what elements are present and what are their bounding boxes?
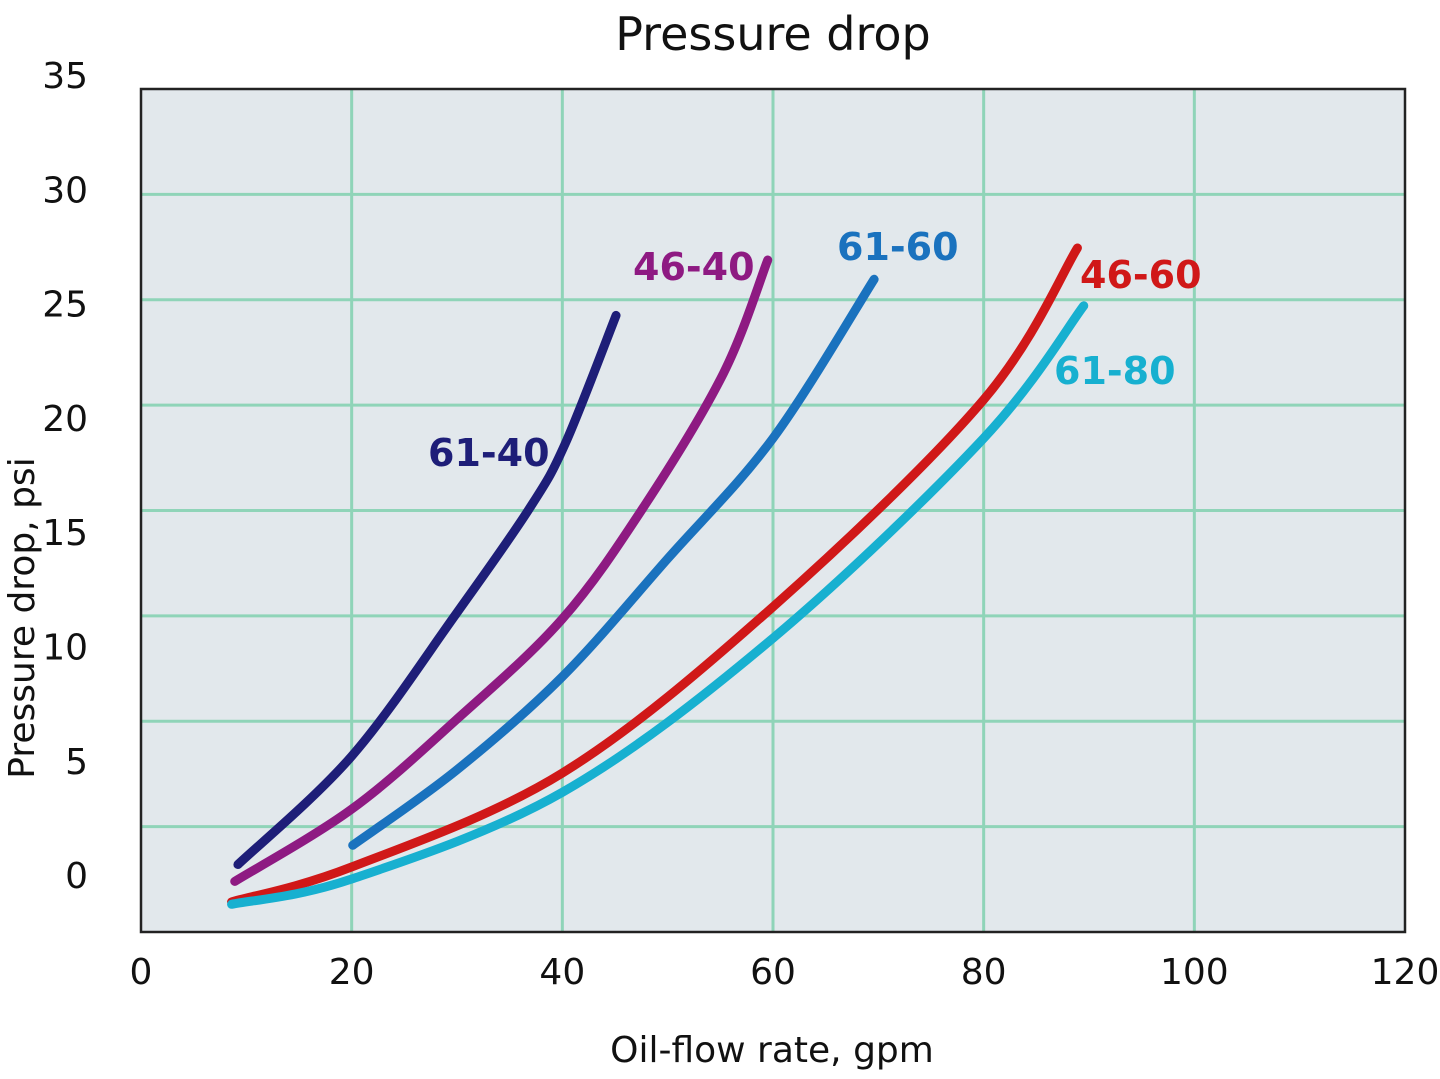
x-tick-label: 120 xyxy=(1371,952,1440,993)
y-tick-label: 25 xyxy=(42,285,88,326)
plot-frame xyxy=(139,87,1407,934)
x-tick-labels: 0 20 40 60 80 100 120 xyxy=(130,952,1440,993)
series-label-46-40: 46-40 xyxy=(633,245,755,289)
x-tick-label: 20 xyxy=(329,952,375,993)
series-line-46-40 xyxy=(230,255,773,886)
series-label-61-80: 61-80 xyxy=(1054,349,1176,393)
series-line-46-60 xyxy=(227,243,1082,907)
series-label-61-40: 61-40 xyxy=(428,431,550,475)
grid-lines xyxy=(141,89,1405,932)
y-axis-label: Pressure drop, psi xyxy=(2,457,43,778)
y-tick-label: 10 xyxy=(42,628,88,669)
y-tick-labels: 35 30 25 20 15 10 5 0 xyxy=(42,56,88,897)
series-line-61-60 xyxy=(348,274,879,850)
y-tick-label: 30 xyxy=(42,170,88,211)
chart-title: Pressure drop xyxy=(615,7,931,61)
series-label-46-60: 46-60 xyxy=(1080,253,1202,297)
y-tick-label: 35 xyxy=(42,56,88,97)
y-tick-label: 15 xyxy=(42,513,88,554)
series-line-61-80 xyxy=(227,301,1089,909)
y-tick-label: 0 xyxy=(65,856,88,897)
series-curves xyxy=(227,243,1089,909)
x-tick-label: 40 xyxy=(539,952,585,993)
series-label-61-60: 61-60 xyxy=(837,225,959,269)
x-tick-label: 80 xyxy=(961,952,1007,993)
x-tick-label: 0 xyxy=(130,952,153,993)
y-tick-label: 20 xyxy=(42,399,88,440)
x-axis-label: Oil-flow rate, gpm xyxy=(610,1030,934,1071)
x-tick-label: 100 xyxy=(1160,952,1229,993)
x-tick-label: 60 xyxy=(750,952,796,993)
series-line-61-40 xyxy=(233,310,621,870)
y-tick-label: 5 xyxy=(65,742,88,783)
